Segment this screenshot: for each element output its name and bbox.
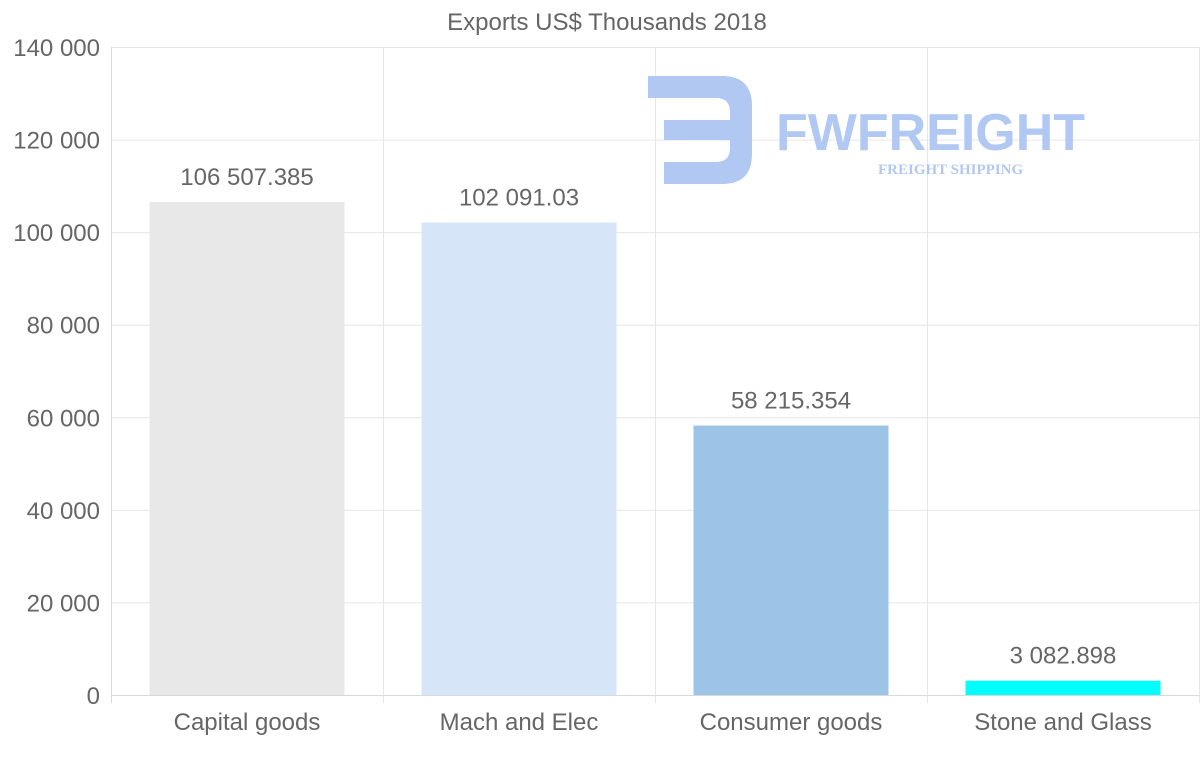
data-label: 102 091.03	[459, 184, 579, 211]
y-tick-label: 20 000	[27, 590, 100, 617]
y-tick-label: 120 000	[13, 128, 100, 155]
data-labels: 106 507.385 102 091.03 58 215.354 3 082.898	[180, 164, 1116, 670]
x-tick-label: Capital goods	[174, 709, 321, 736]
chart-title: Exports US$ Thousands 2018	[447, 9, 767, 36]
y-tick-label: 40 000	[27, 498, 100, 525]
x-tick-label: Stone and Glass	[974, 709, 1151, 736]
bars	[149, 202, 1161, 696]
bar	[965, 680, 1161, 695]
bar	[421, 222, 617, 696]
y-tick-label: 140 000	[13, 35, 100, 62]
x-tick-label: Mach and Elec	[440, 709, 599, 736]
bar	[693, 425, 889, 695]
fw-logo-icon	[648, 76, 752, 184]
y-tick-label: 80 000	[27, 313, 100, 340]
data-label: 106 507.385	[180, 164, 313, 191]
x-axis-ticks: Capital goods Mach and Elec Consumer goods…	[174, 709, 1152, 736]
watermark-brand: FWFREIGHT	[776, 104, 1085, 162]
x-tick-label: Consumer goods	[700, 709, 883, 736]
y-tick-label: 60 000	[27, 405, 100, 432]
watermark-logo: FWFREIGHT FREIGHT SHIPPING	[648, 76, 1085, 184]
y-tick-label: 0	[87, 683, 100, 710]
data-label: 3 082.898	[1010, 643, 1117, 670]
watermark-tagline: FREIGHT SHIPPING	[878, 162, 1023, 178]
data-label: 58 215.354	[731, 388, 851, 415]
y-axis-ticks: 0 20 000 40 000 60 000 80 000 100 000 120 000 1…	[13, 35, 100, 710]
y-tick-label: 100 000	[13, 220, 100, 247]
bar	[149, 202, 345, 696]
